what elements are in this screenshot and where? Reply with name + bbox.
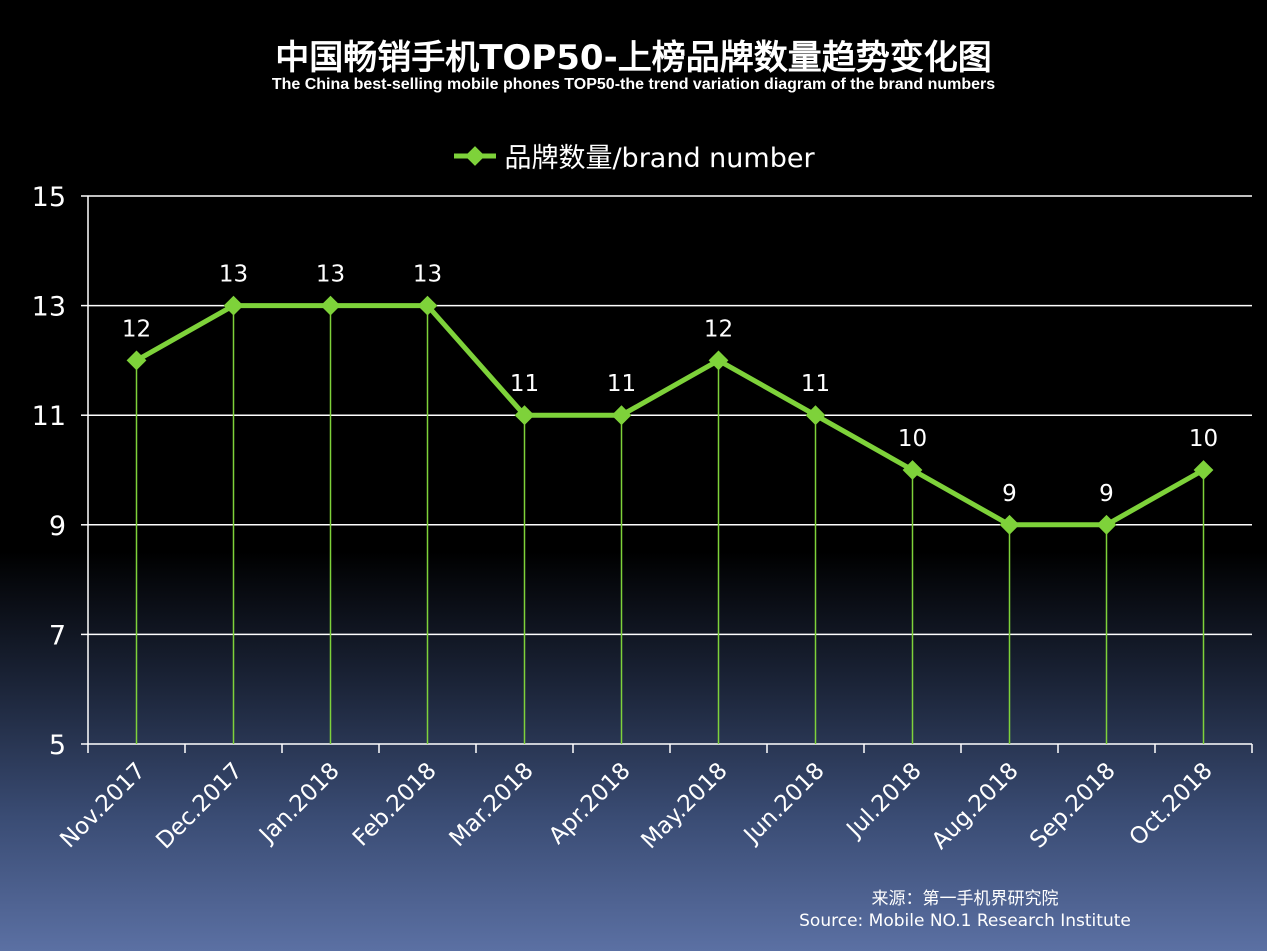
x-tick-label-Dec.2017: Dec.2017 xyxy=(151,758,247,854)
x-tick-label-Jul.2018: Jul.2018 xyxy=(841,758,927,844)
data-point-Jan.2018 xyxy=(320,295,341,316)
data-point-Jun.2018 xyxy=(805,405,826,426)
data-point-Dec.2017 xyxy=(223,295,244,316)
chart-title: 中国畅销手机TOP50-上榜品牌数量趋势变化图 xyxy=(275,38,992,78)
data-point-Mar.2018 xyxy=(514,405,535,426)
legend: 品牌数量/brand number xyxy=(0,136,1267,175)
data-point-May.2018 xyxy=(708,350,729,371)
data-point-Feb.2018 xyxy=(417,295,438,316)
y-tick-label-11: 11 xyxy=(32,401,66,432)
legend-swatch xyxy=(454,145,497,166)
data-label-Jul.2018: 10 xyxy=(898,426,927,452)
y-tick-label-13: 13 xyxy=(32,292,66,323)
data-label-Aug.2018: 9 xyxy=(1002,481,1017,507)
data-label-Jun.2018: 11 xyxy=(801,371,830,397)
legend-label: 品牌数量/brand number xyxy=(504,143,815,174)
chart-subtitle: The China best-selling mobile phones TOP… xyxy=(271,76,996,93)
data-label-Oct.2018: 10 xyxy=(1189,426,1218,452)
data-label-Feb.2018: 13 xyxy=(413,262,442,288)
x-tick-label-Jan.2018: Jan.2018 xyxy=(253,758,344,849)
data-point-Nov.2017 xyxy=(126,350,147,371)
y-tick-label-15: 15 xyxy=(32,182,66,213)
x-tick-label-Sep.2018: Sep.2018 xyxy=(1025,758,1121,854)
x-tick-label-Mar.2018: Mar.2018 xyxy=(445,758,539,852)
data-point-Apr.2018 xyxy=(611,405,632,426)
x-tick-label-Apr.2018: Apr.2018 xyxy=(544,758,636,850)
series-line xyxy=(135,303,1205,528)
data-label-Nov.2017: 12 xyxy=(122,316,151,342)
y-tick-label-5: 5 xyxy=(49,730,66,761)
x-tick-label-Oct.2018: Oct.2018 xyxy=(1125,758,1218,851)
data-point-Jul.2018 xyxy=(902,460,923,480)
x-tick-label-May.2018: May.2018 xyxy=(636,758,732,854)
x-tick-label-Jun.2018: Jun.2018 xyxy=(738,758,830,850)
data-label-Sep.2018: 9 xyxy=(1099,481,1114,507)
y-tick-label-7: 7 xyxy=(49,620,66,651)
source-en: Source: Mobile NO.1 Research Institute xyxy=(799,911,1131,931)
data-label-Dec.2017: 13 xyxy=(219,262,248,288)
data-point-Sep.2018 xyxy=(1096,514,1117,535)
x-tick-label-Nov.2017: Nov.2017 xyxy=(55,758,150,853)
x-tick-label-Feb.2018: Feb.2018 xyxy=(348,758,442,852)
data-label-Apr.2018: 11 xyxy=(607,371,636,397)
data-point-Oct.2018 xyxy=(1193,460,1214,480)
x-tick-label-Aug.2018: Aug.2018 xyxy=(927,758,1024,855)
y-tick-label-9: 9 xyxy=(49,511,66,542)
data-label-Jan.2018: 13 xyxy=(316,262,345,288)
source-note: 来源：第一手机界研究院 Source: Mobile NO.1 Research… xyxy=(780,888,1150,932)
data-label-Mar.2018: 11 xyxy=(510,371,539,397)
data-point-Aug.2018 xyxy=(999,514,1020,535)
data-label-May.2018: 12 xyxy=(704,316,733,342)
source-cn: 来源：第一手机界研究院 xyxy=(871,889,1059,909)
